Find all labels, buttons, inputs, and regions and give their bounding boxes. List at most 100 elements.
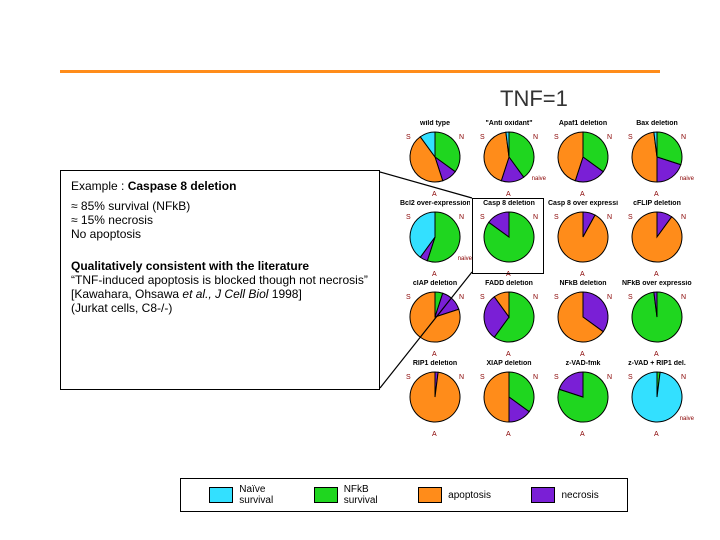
axis-s: S — [406, 134, 411, 141]
swatch-icon — [314, 487, 338, 503]
axis-s: S — [406, 214, 411, 221]
legend-label: apoptosis — [448, 490, 491, 501]
axis-a: A — [506, 351, 511, 358]
axis-a: A — [580, 351, 585, 358]
pie-title: Bax deletion — [622, 120, 692, 127]
axis-s: S — [406, 374, 411, 381]
axis-n: N — [607, 134, 612, 141]
accent-rule — [60, 70, 660, 73]
axis-s: S — [480, 294, 485, 301]
legend-label: necrosis — [561, 490, 598, 501]
axis-s: S — [554, 134, 559, 141]
callout-title: Caspase 8 deletion — [128, 179, 237, 193]
axis-n: N — [533, 374, 538, 381]
axis-n: N — [681, 374, 686, 381]
swatch-icon — [418, 487, 442, 503]
naive-label: naive — [532, 176, 546, 182]
axis-n: N — [607, 294, 612, 301]
callout-line-1: Example : Caspase 8 deletion — [71, 179, 369, 193]
pie-ciap-deletion: cIAP deletion S N A — [400, 280, 470, 360]
pie-bcl2-over-expression: Bcl2 over-expressionSNAnaive — [400, 200, 470, 280]
pie-fadd-deletion: FADD deletion S N A — [474, 280, 544, 360]
callout-line-4: No apoptosis — [71, 227, 369, 241]
pie-title: wild type — [400, 120, 470, 127]
axis-s: S — [628, 134, 633, 141]
pie-title: Apaf1 deletion — [548, 120, 618, 127]
axis-n: N — [459, 294, 464, 301]
pie-title: Casp 8 over expression — [548, 200, 618, 207]
pie-wild-type: wild typeSNA — [400, 120, 470, 200]
pie-apaf1-deletion: Apaf1 deletion S N A — [548, 120, 618, 200]
axis-n: N — [533, 134, 538, 141]
axis-a: A — [580, 191, 585, 198]
axis-n: N — [681, 214, 686, 221]
pie-title: cIAP deletion — [400, 280, 470, 287]
axis-a: A — [506, 431, 511, 438]
axis-n: N — [533, 294, 538, 301]
axis-n: N — [681, 294, 686, 301]
callout-lit-quote: “TNF-induced apoptosis is blocked though… — [71, 273, 368, 287]
pie-title: cFLIP deletion — [622, 200, 692, 207]
pie-title: "Anti oxidant" — [474, 120, 544, 127]
legend-item-necrosis: necrosis — [531, 487, 598, 503]
callout-literature: Qualitatively consistent with the litera… — [71, 259, 369, 315]
pie-nfkb-over-expression: NFkB over expression S N A — [622, 280, 692, 360]
pie-casp-8-over-expression: Casp 8 over expression S N A — [548, 200, 618, 280]
axis-a: A — [580, 271, 585, 278]
callout-box: Example : Caspase 8 deletion ≈ 85% survi… — [60, 170, 380, 390]
axis-a: A — [654, 271, 659, 278]
callout-lit-ref: [Kawahara, Ohsawa et al., J Cell Biol 19… — [71, 287, 302, 301]
naive-label: naive — [680, 416, 694, 422]
axis-a: A — [654, 351, 659, 358]
axis-s: S — [480, 374, 485, 381]
axis-a: A — [432, 191, 437, 198]
pie-bax-deletion: Bax deletionSNAnaive — [622, 120, 692, 200]
pie-title: NFkB over expression — [622, 280, 692, 287]
axis-a: A — [432, 351, 437, 358]
pie-title: z-VAD-fmk — [548, 360, 618, 367]
pie-z-vad-rip1-del-: z-VAD + RIP1 del.SNAnaive — [622, 360, 692, 440]
swatch-icon — [531, 487, 555, 503]
axis-n: N — [607, 374, 612, 381]
axis-s: S — [480, 134, 485, 141]
legend-item-naive_survival: Naïvesurvival — [209, 484, 273, 506]
pie-grid: wild typeSNA"Anti oxidant"SNAnaiveApaf1 … — [400, 120, 700, 440]
callout-prefix: Example : — [71, 179, 128, 193]
pie-cflip-deletion: cFLIP deletion S N A — [622, 200, 692, 280]
legend: Naïvesurvival NFkBsurvival apoptosis necros… — [180, 478, 628, 512]
highlight-box — [472, 198, 544, 274]
pie-nfkb-deletion: NFkB deletion S N A — [548, 280, 618, 360]
axis-n: N — [607, 214, 612, 221]
swatch-icon — [209, 487, 233, 503]
naive-label: naive — [680, 176, 694, 182]
axis-n: N — [459, 214, 464, 221]
pie-title: RIP1 deletion — [400, 360, 470, 367]
axis-a: A — [580, 431, 585, 438]
axis-s: S — [554, 294, 559, 301]
axis-a: A — [432, 431, 437, 438]
pie-title: XIAP deletion — [474, 360, 544, 367]
axis-s: S — [628, 294, 633, 301]
axis-s: S — [554, 374, 559, 381]
callout-line-2: ≈ 85% survival (NFkB) — [71, 199, 369, 213]
axis-s: S — [628, 374, 633, 381]
header-label: TNF=1 — [500, 86, 568, 112]
axis-s: S — [628, 214, 633, 221]
pie-title: NFkB deletion — [548, 280, 618, 287]
naive-label: naive — [458, 256, 472, 262]
axis-n: N — [459, 374, 464, 381]
legend-label: Naïvesurvival — [239, 484, 273, 506]
axis-s: S — [554, 214, 559, 221]
legend-label: NFkBsurvival — [344, 484, 378, 506]
callout-lit-bold: Qualitatively consistent with the litera… — [71, 259, 309, 273]
axis-a: A — [654, 431, 659, 438]
legend-item-nfkb_survival: NFkBsurvival — [314, 484, 378, 506]
legend-item-apoptosis: apoptosis — [418, 487, 491, 503]
pie-title: FADD deletion — [474, 280, 544, 287]
axis-a: A — [506, 191, 511, 198]
pie-title: Bcl2 over-expression — [400, 200, 470, 207]
callout-line-3: ≈ 15% necrosis — [71, 213, 369, 227]
pie-z-vad-fmk: z-VAD-fmk S N A — [548, 360, 618, 440]
axis-a: A — [654, 191, 659, 198]
axis-s: S — [406, 294, 411, 301]
